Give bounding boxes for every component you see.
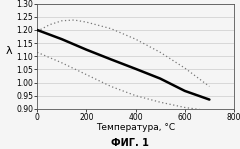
Y-axis label: λ: λ (6, 46, 12, 56)
X-axis label: Температура, °C: Температура, °C (96, 123, 175, 132)
Text: ФИГ. 1: ФИГ. 1 (111, 138, 149, 148)
